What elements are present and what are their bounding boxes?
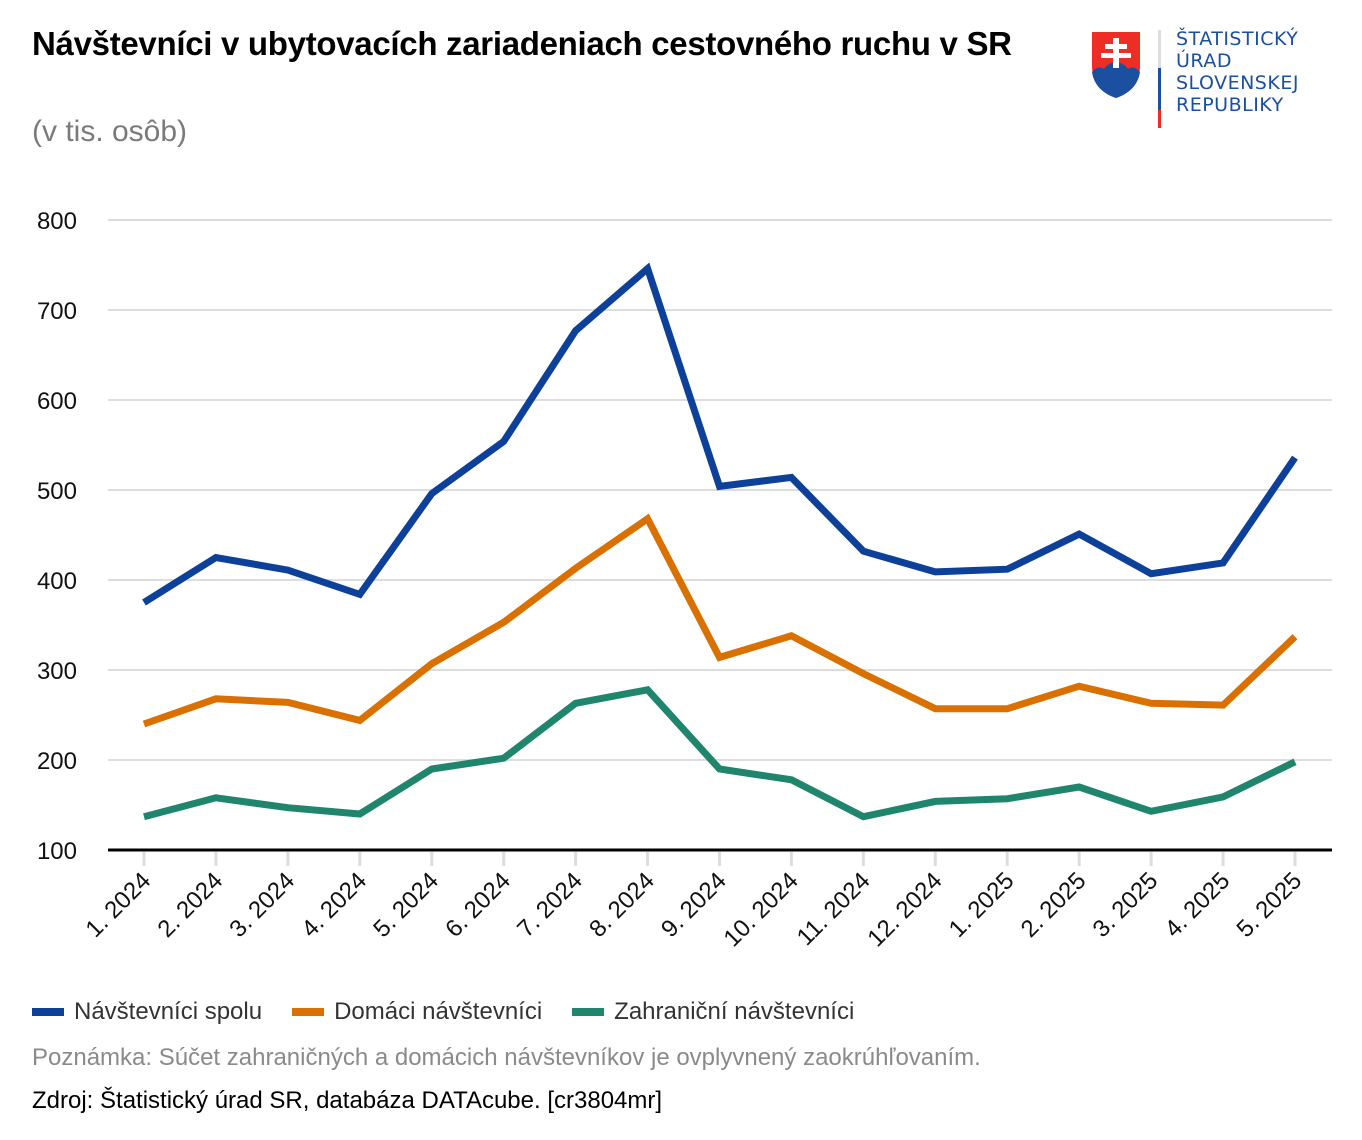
x-tick-label: 6. 2024 <box>440 867 516 943</box>
x-tick-label: 3. 2025 <box>1088 867 1164 943</box>
chart-source: Zdroj: Štatistický úrad SR, databáza DAT… <box>32 1087 663 1114</box>
legend-swatch <box>292 1008 325 1016</box>
y-tick-label: 500 <box>37 478 77 505</box>
logo-line: SLOVENSKEJ <box>1176 72 1299 94</box>
y-tick-label: 300 <box>37 658 77 685</box>
gridlines <box>108 219 1332 852</box>
series-line-zahranicni <box>143 685 1297 821</box>
chart-note: Poznámka: Súčet zahraničných a domácich … <box>32 1044 981 1071</box>
y-tick-label: 100 <box>37 838 77 865</box>
logo-text: ŠTATISTICKÝ ÚRAD SLOVENSKEJ REPUBLIKY <box>1176 28 1299 116</box>
legend-swatch <box>32 1008 64 1016</box>
series-line-domaci <box>142 513 1298 728</box>
chart-subtitle: (v tis. osôb) <box>32 115 188 148</box>
chart-title: Návštevníci v ubytovacích zariadeniach c… <box>32 25 1012 62</box>
statistical-office-logo: ŠTATISTICKÝ ÚRAD SLOVENSKEJ REPUBLIKY <box>1088 28 1338 138</box>
x-tick-label: 2. 2024 <box>152 867 228 943</box>
y-tick-label: 200 <box>37 748 77 775</box>
logo-line: ŠTATISTICKÝ <box>1176 28 1299 50</box>
legend-swatch <box>572 1008 605 1016</box>
x-tick-label: 1. 2024 <box>81 867 157 943</box>
x-tick-label: 4. 2025 <box>1160 867 1236 943</box>
legend-item-spolu[interactable]: Návštevníci spolu <box>32 998 262 1026</box>
y-axis-ticks: 100 200 300 400 500 600 700 800 <box>37 208 77 865</box>
series-line-spolu <box>142 262 1298 606</box>
x-tick-label: 8. 2024 <box>584 867 660 943</box>
legend-label: Zahraniční návštevníci <box>614 998 855 1025</box>
series-lines <box>142 262 1298 821</box>
y-tick-label: 600 <box>37 388 77 415</box>
x-tick-label: 1. 2025 <box>944 867 1020 943</box>
x-tick-label: 10. 2024 <box>719 867 804 952</box>
legend: Návštevníci spolu Domáci návštevníci Zah… <box>32 998 884 1026</box>
x-tick-label: 7. 2024 <box>512 867 588 943</box>
x-tick-label: 12. 2024 <box>862 867 947 952</box>
legend-label: Domáci návštevníci <box>334 998 543 1025</box>
legend-label: Návštevníci spolu <box>74 998 263 1025</box>
y-tick-label: 800 <box>37 208 77 235</box>
x-tick-label: 5. 2025 <box>1232 867 1308 943</box>
y-tick-label: 700 <box>37 298 77 325</box>
logo-line: ÚRAD <box>1176 50 1232 72</box>
x-tick-label: 5. 2024 <box>368 867 444 943</box>
x-tick-label: 3. 2024 <box>224 867 300 943</box>
legend-item-zahranicni[interactable]: Zahraniční návštevníci <box>572 998 854 1026</box>
logo-line: REPUBLIKY <box>1176 94 1284 116</box>
x-tick-label: 4. 2024 <box>296 867 372 943</box>
legend-item-domaci[interactable]: Domáci návštevníci <box>292 998 542 1026</box>
slovak-coat-of-arms-icon <box>1092 32 1140 98</box>
x-tick-label: 11. 2024 <box>792 867 876 951</box>
y-tick-label: 400 <box>37 568 77 595</box>
x-tick-label: 2. 2025 <box>1016 867 1092 943</box>
logo-divider <box>1158 30 1161 128</box>
